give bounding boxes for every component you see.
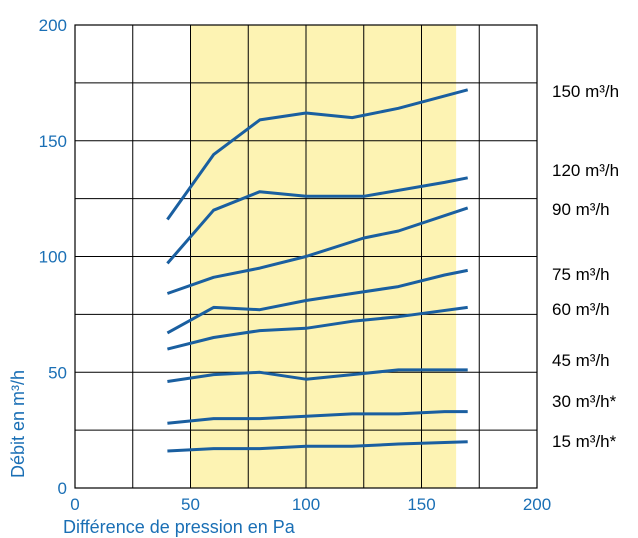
series-line: [166, 88, 469, 221]
x-tick-label: 100: [292, 495, 320, 514]
y-tick-label: 50: [48, 363, 67, 382]
series-line: [167, 368, 468, 383]
y-tick-label: 200: [39, 16, 67, 35]
y-tick-label: 100: [39, 248, 67, 267]
series-label: 120 m³/h: [552, 161, 619, 180]
series-line: [166, 176, 468, 265]
series-label: 45 m³/h: [552, 351, 610, 370]
x-tick-label: 0: [70, 495, 79, 514]
series-line: [166, 268, 468, 335]
series-label: 90 m³/h: [552, 200, 610, 219]
series-line: [167, 305, 468, 351]
series-line: [167, 440, 468, 453]
y-tick-label: 0: [58, 479, 67, 498]
series-line: [166, 206, 469, 295]
series-label: 60 m³/h: [552, 300, 610, 319]
x-axis-title: Différence de pression en Pa: [63, 517, 296, 537]
plot-border: [74, 24, 538, 489]
x-tick-label: 200: [523, 495, 551, 514]
series-line: [167, 410, 468, 425]
series-label: 30 m³/h*: [552, 392, 617, 411]
series-label: 75 m³/h: [552, 265, 610, 284]
y-axis-title: Débit en m³/h: [8, 370, 28, 478]
x-tick-label: 150: [407, 495, 435, 514]
y-tick-label: 150: [39, 132, 67, 151]
x-tick-label: 50: [181, 495, 200, 514]
series-label: 15 m³/h*: [552, 432, 617, 451]
series-label: 150 m³/h: [552, 82, 619, 101]
